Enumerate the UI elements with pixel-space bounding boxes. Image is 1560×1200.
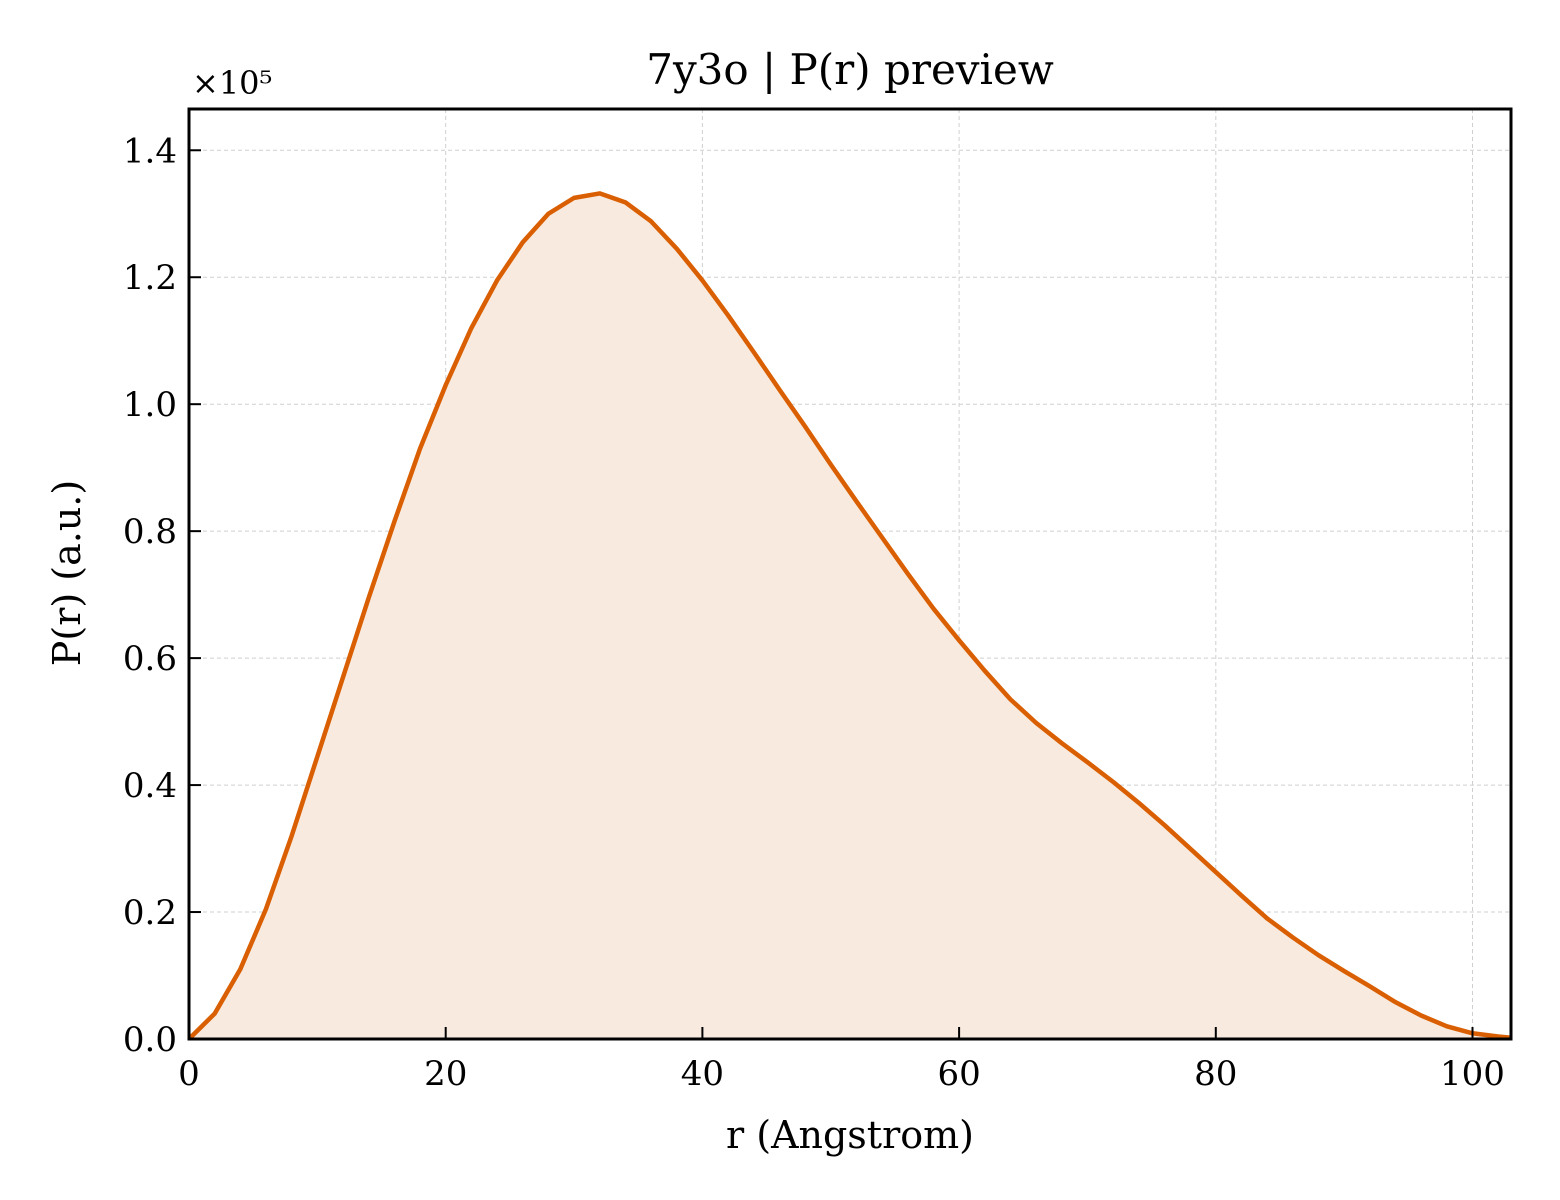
x-tick-label: 60 (937, 1054, 980, 1094)
y-tick-label: 1.2 (123, 258, 177, 298)
y-tick: 1.2 (123, 258, 201, 298)
x-tick-label: 20 (424, 1054, 467, 1094)
distribution-area (189, 193, 1511, 1039)
y-tick-label: 1.4 (123, 131, 177, 171)
plot-frame (187, 107, 1513, 1041)
chart-title: 7y3o | P(r) preview (646, 45, 1054, 94)
y-tick-label: 0.8 (123, 512, 177, 552)
x-axis: 0 20 40 60 80 100 (178, 1027, 1505, 1094)
distribution-line (187, 191, 1512, 1041)
x-tick-label: 80 (1194, 1054, 1237, 1094)
y-axis: 0.0 0.2 0.4 0.6 0.8 1.0 1.2 1.4 (123, 131, 201, 1060)
x-tick: 60 (937, 1027, 981, 1094)
x-tick-label: 100 (1440, 1054, 1505, 1094)
y-tick: 1.4 (123, 131, 201, 171)
y-tick-label: 0.4 (123, 766, 177, 806)
x-tick: 40 (681, 1027, 724, 1094)
y-tick: 0.2 (123, 893, 201, 933)
y-tick: 0.8 (123, 512, 201, 552)
y-tick: 0.6 (123, 639, 201, 679)
x-tick-label: 0 (178, 1054, 200, 1094)
x-tick-label: 40 (681, 1054, 724, 1094)
y-axis-label: P(r) (a.u.) (45, 480, 89, 666)
y-tick: 1.0 (123, 385, 201, 425)
x-tick: 20 (424, 1027, 467, 1094)
y-tick-label: 0.0 (123, 1020, 177, 1060)
x-tick: 80 (1194, 1027, 1237, 1094)
x-tick: 0 (178, 1027, 200, 1094)
y-tick-label: 0.6 (123, 639, 177, 679)
y-tick-label: 0.2 (123, 893, 177, 933)
x-tick: 100 (1440, 1027, 1505, 1094)
y-tick: 0.0 (123, 1020, 201, 1060)
x-axis-label: r (Angstrom) (726, 1113, 974, 1157)
y-tick: 0.4 (123, 766, 201, 806)
y-tick-label: 1.0 (123, 385, 177, 425)
y-axis-multiplier: ×10⁵ (192, 64, 272, 102)
